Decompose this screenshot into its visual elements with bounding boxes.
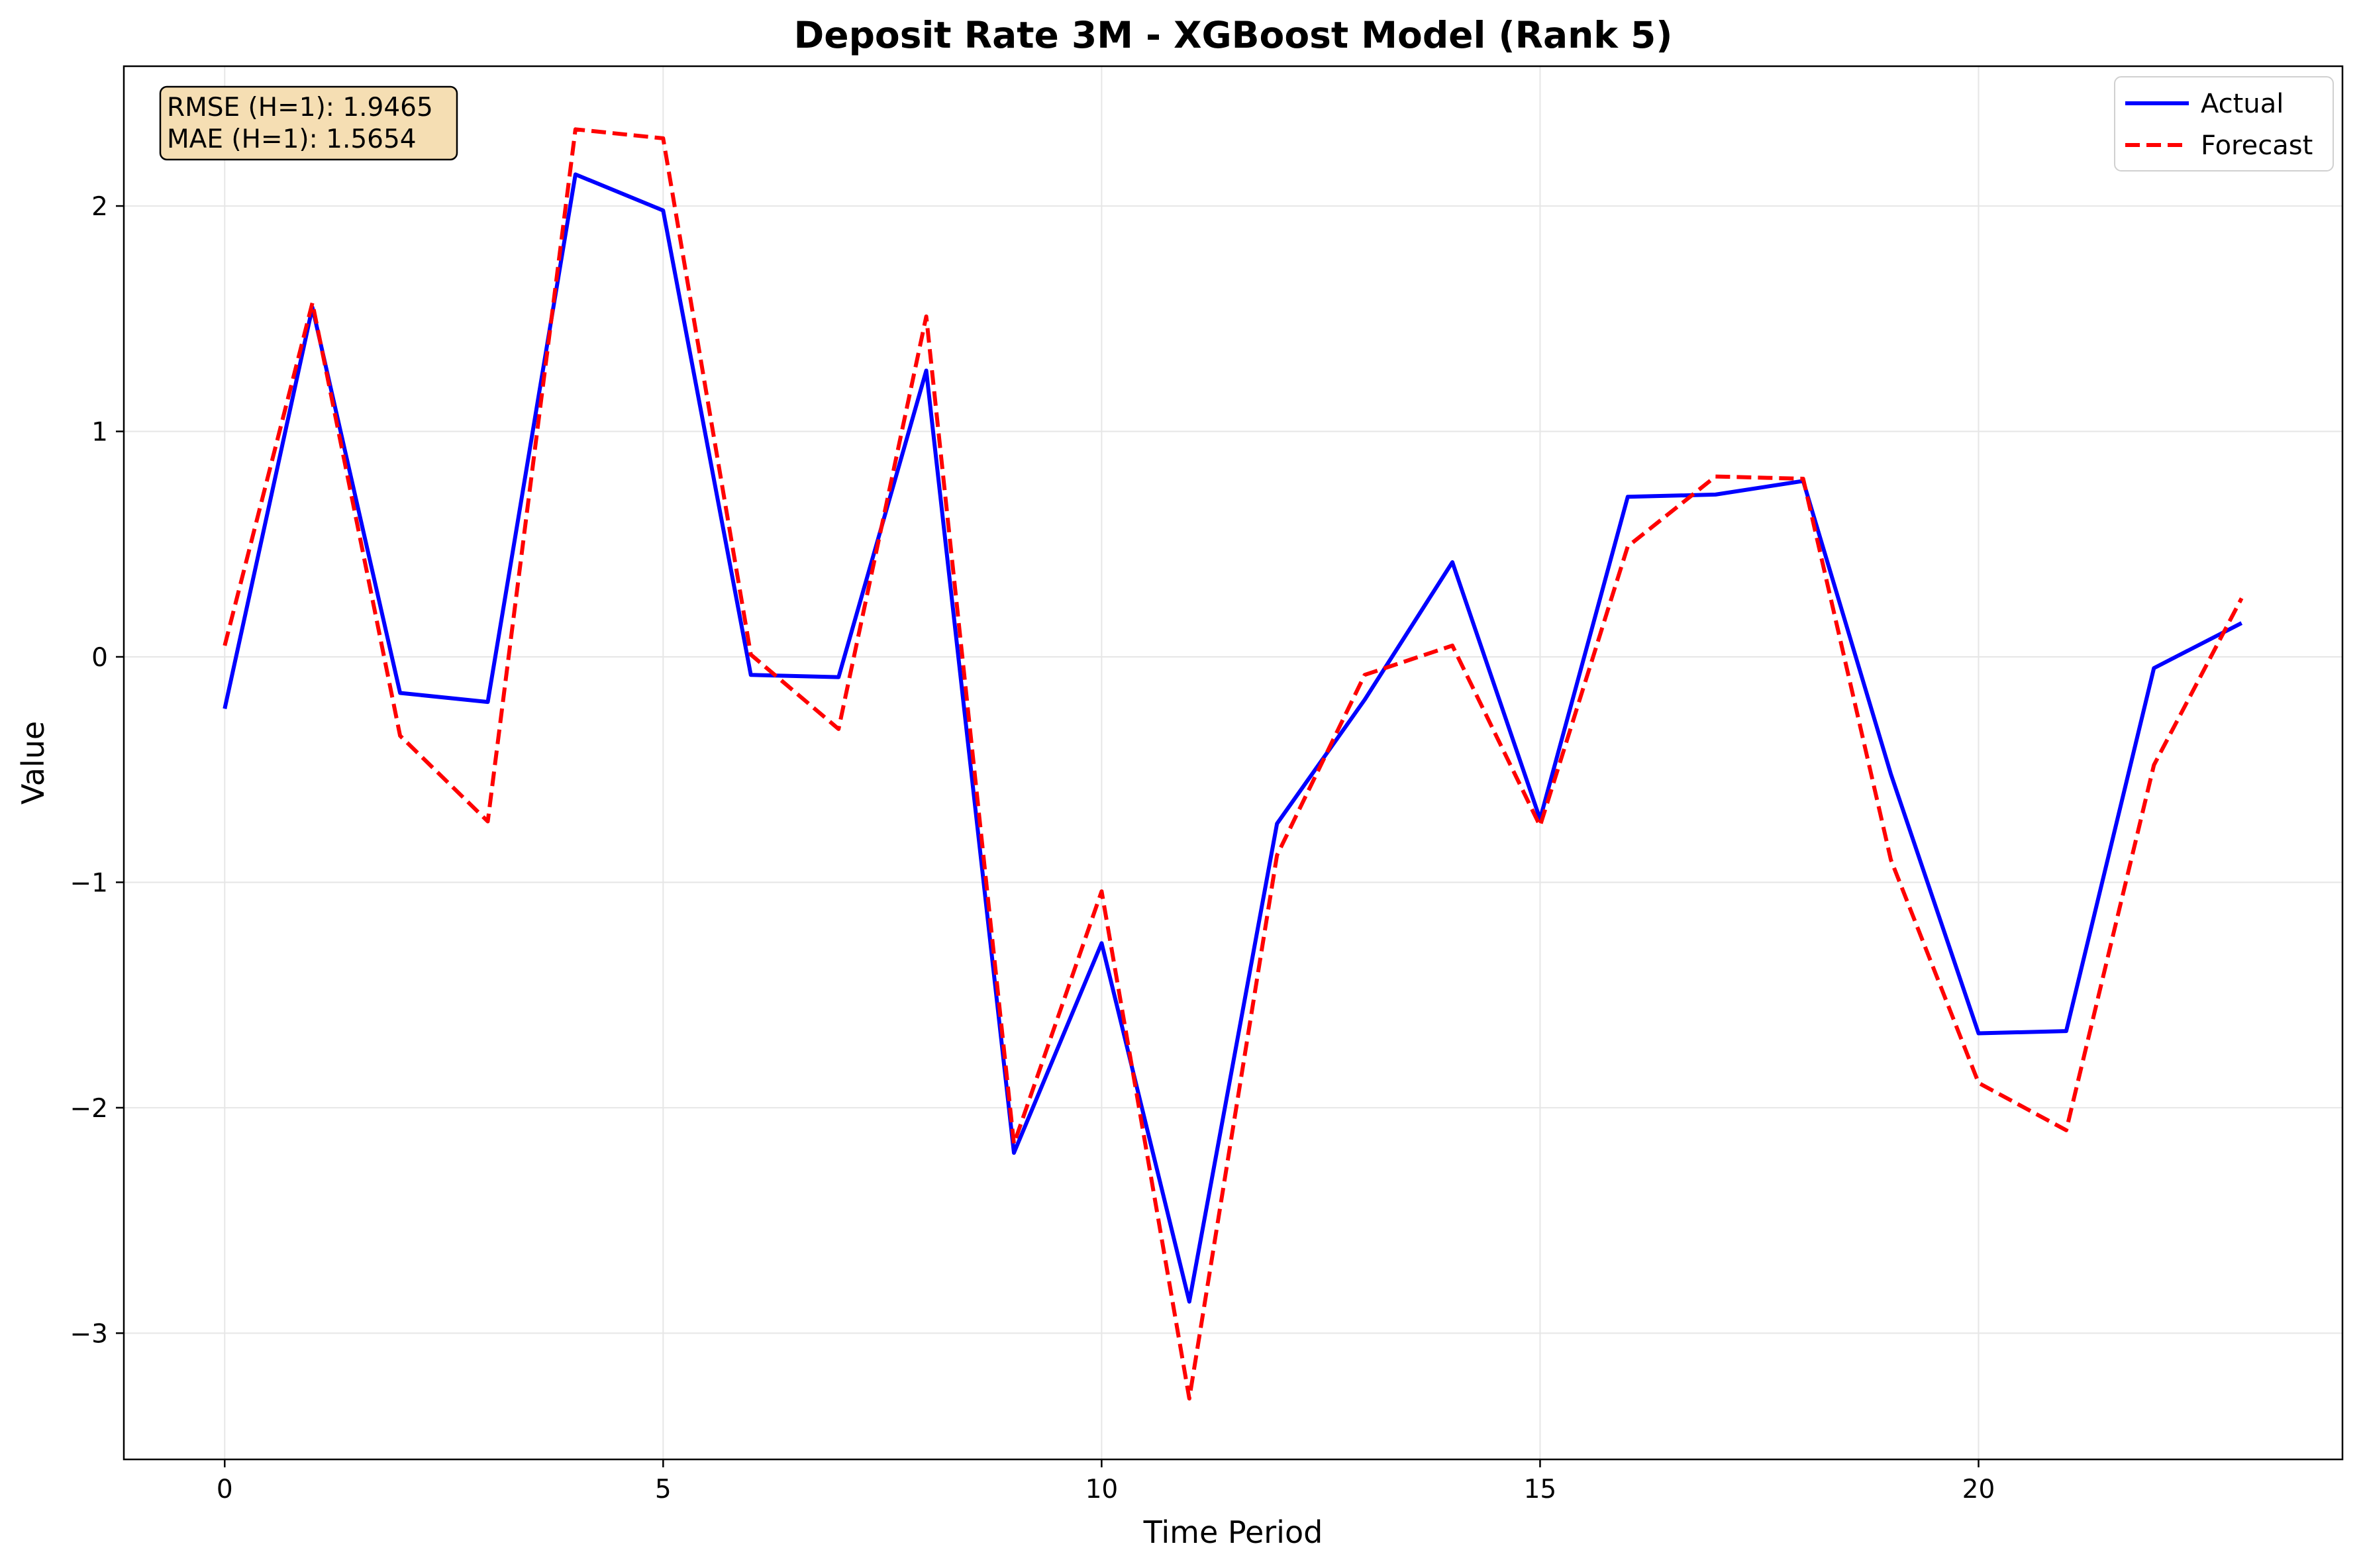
y-tick-label: 2: [91, 192, 108, 222]
y-tick-label: −1: [70, 868, 109, 898]
y-tick-label: 0: [91, 643, 108, 673]
legend: Actual Forecast: [2114, 76, 2334, 172]
x-tick-label: 5: [655, 1475, 672, 1504]
mae-text: MAE (H=1): 1.5654: [167, 124, 417, 154]
metrics-box-background: [159, 85, 458, 161]
x-tick-label: 20: [1962, 1475, 1995, 1504]
x-tick-label: 0: [217, 1475, 233, 1504]
y-tick-label: 1: [91, 418, 108, 448]
series-layer: [223, 127, 2244, 1401]
x-tick-label: 15: [1524, 1475, 1557, 1504]
y-tick-label: −3: [70, 1319, 109, 1349]
chart-title: Deposit Rate 3M - XGBoost Model (Rank 5): [794, 14, 1673, 56]
y-axis-label: Value: [15, 721, 51, 805]
series-line-actual: [223, 172, 2243, 1304]
series-line-forecast: [223, 127, 2244, 1401]
y-tick-label: −2: [70, 1094, 109, 1124]
legend-label-actual: Actual: [2201, 89, 2284, 119]
metrics-box: RMSE (H=1): 1.9465 MAE (H=1): 1.5654: [159, 85, 458, 161]
legend-label-forecast: Forecast: [2201, 130, 2313, 161]
rmse-text: RMSE (H=1): 1.9465: [167, 93, 433, 122]
legend-box: [2114, 76, 2334, 172]
plot-frame: [123, 65, 2344, 1461]
axis-ticks: 0 5 10 15 20 −3 −2 −1 0 1 2: [70, 192, 1995, 1504]
x-axis-label: Time Period: [1143, 1514, 1323, 1550]
x-tick-label: 10: [1085, 1475, 1119, 1504]
